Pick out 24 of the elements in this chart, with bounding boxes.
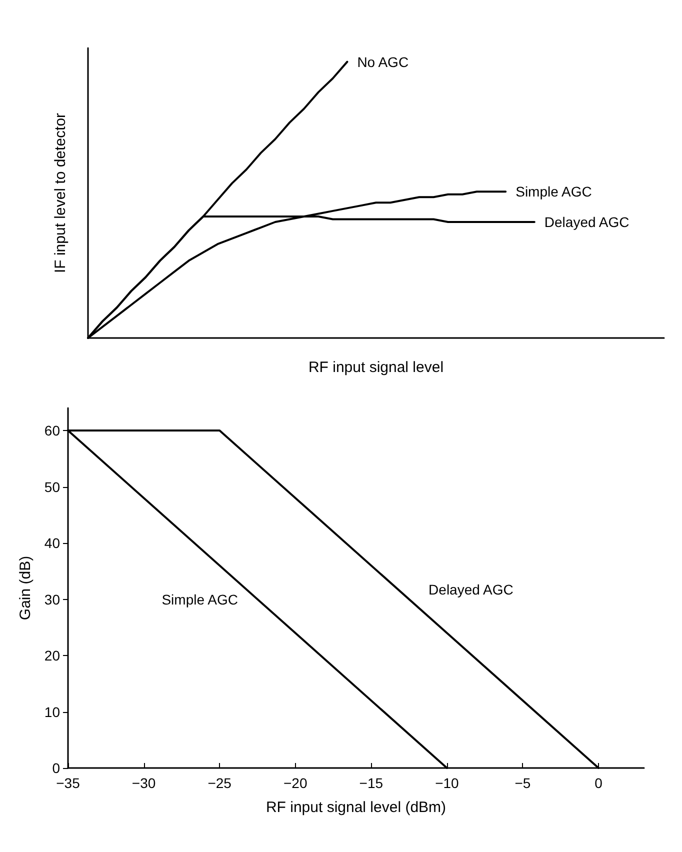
x-tick-label: −5 bbox=[514, 775, 531, 791]
x-tick-label: −15 bbox=[359, 775, 384, 791]
y-tick-label: 0 bbox=[52, 760, 60, 776]
y-axis-title: IF input level to detector bbox=[52, 112, 69, 274]
x-tick-label: −30 bbox=[132, 775, 156, 791]
x-tick-label: −10 bbox=[435, 775, 460, 791]
series-label: Simple AGC bbox=[516, 184, 592, 200]
y-tick-label: 30 bbox=[44, 591, 60, 608]
y-tick-label: 10 bbox=[44, 704, 60, 720]
y-tick-label: 40 bbox=[44, 535, 60, 551]
series-label: Delayed AGC bbox=[544, 214, 630, 230]
y-tick-label: 20 bbox=[44, 648, 60, 664]
y-tick-label: 60 bbox=[44, 422, 60, 438]
series-label: Delayed AGC bbox=[428, 581, 514, 598]
x-tick-label: −35 bbox=[56, 775, 80, 791]
x-axis-title: RF input signal level (dBm) bbox=[266, 799, 446, 816]
series-label: No AGC bbox=[357, 54, 409, 70]
x-tick-label: −25 bbox=[208, 775, 232, 791]
series-label: Simple AGC bbox=[162, 591, 238, 608]
x-tick-label: 0 bbox=[594, 775, 603, 791]
y-tick-label: 50 bbox=[44, 478, 60, 495]
x-axis-title: RF input signal level bbox=[308, 359, 444, 376]
y-axis-title: Gain (dB) bbox=[17, 556, 34, 620]
x-tick-label: −20 bbox=[283, 775, 308, 791]
